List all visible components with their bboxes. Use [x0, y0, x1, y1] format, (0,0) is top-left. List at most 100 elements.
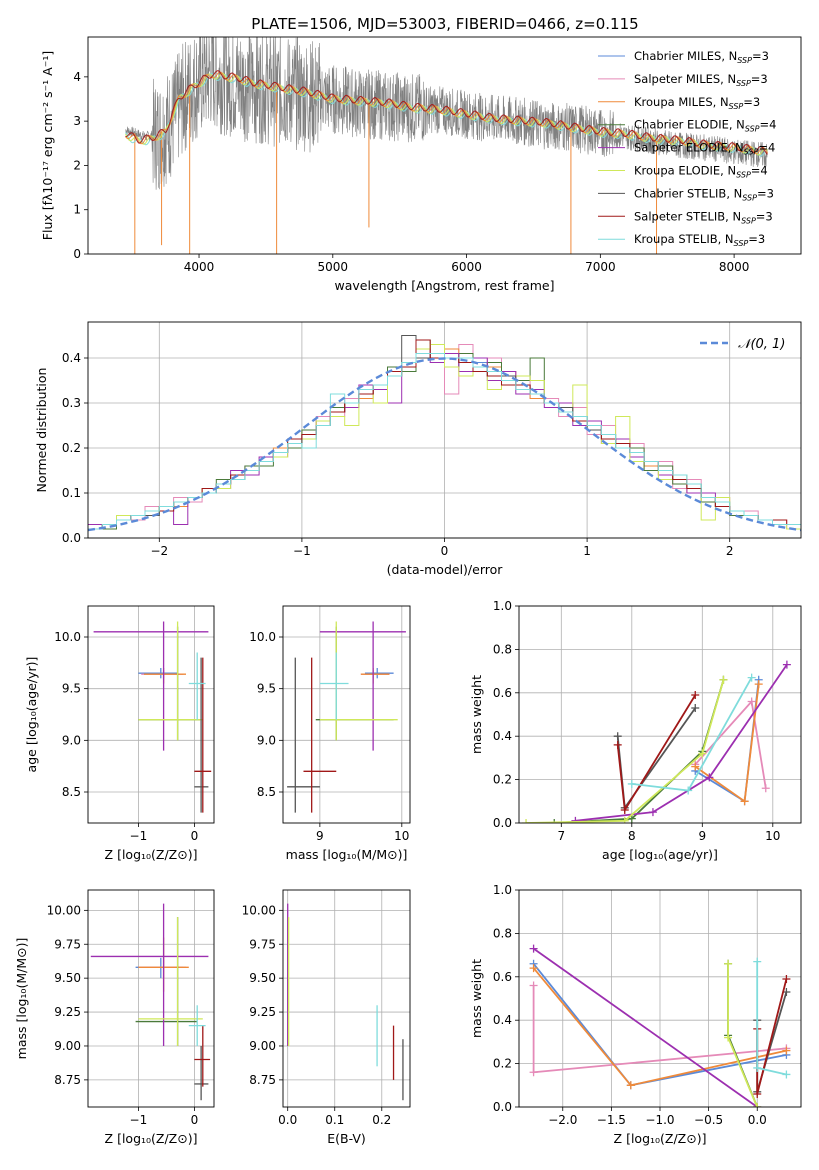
- mass-weight-marker: [691, 762, 700, 771]
- legend-label-tail: =3: [748, 232, 765, 246]
- legend-label-sub: SSP: [744, 148, 759, 157]
- y-tick-label: 3: [73, 114, 81, 128]
- panel-residuals: −2 −1 0 1 2 0.0 0.1 0.2 0.3 0.4 (data-model)/error…: [34, 321, 802, 577]
- x-tick-label: 7: [557, 829, 565, 843]
- x-tick-label: −1.5: [597, 1113, 626, 1127]
- legend-label-tail: =3: [752, 49, 769, 63]
- mass-weight-marker: [691, 703, 700, 712]
- mass-weight-line: [575, 664, 788, 822]
- age-vs-mass-plot-area: [287, 621, 406, 813]
- mass-weight-marker: [753, 1089, 762, 1098]
- legend-label: Chabrier MILES, NSSP=3: [634, 49, 769, 65]
- y-tick-label: 9.50: [249, 971, 276, 985]
- legend-label-tail: =3: [743, 95, 760, 109]
- gaussian-curve: [88, 357, 801, 532]
- mass-weight-marker: [782, 1070, 791, 1079]
- plot-frame: [282, 889, 411, 1108]
- legend-label-sub: SSP: [745, 125, 760, 134]
- plot-frame: [518, 889, 802, 1108]
- legend-label-main: Chabrier ELODIE, N: [634, 118, 745, 132]
- legend-label-main: Chabrier STELIB, N: [634, 186, 742, 200]
- x-tick-label: 0: [441, 544, 449, 558]
- mass-weight-marker: [626, 1081, 635, 1090]
- mass-weight-marker: [529, 944, 538, 953]
- mass-weight-marker: [719, 675, 728, 684]
- mass-weight-marker: [613, 740, 622, 749]
- y-tick-label: 0.1: [62, 486, 81, 500]
- legend-label: Kroupa MILES, NSSP=3: [634, 95, 760, 111]
- mass-weight-marker: [705, 773, 714, 782]
- mass-weight-vs-Z-plot-area: [529, 944, 791, 1107]
- x-axis-label: E(B-V): [327, 1131, 366, 1146]
- mass-weight-marker: [740, 797, 749, 806]
- panel-age-vs-mass: 9 10 8.5 9.0 9.5 10.0 mass [log₁₀(M/M⊙)]: [249, 605, 411, 862]
- residuals-plot-area: [88, 335, 801, 532]
- legend-label-main: Kroupa STELIB, N: [634, 232, 734, 246]
- mass-weight-marker: [620, 805, 629, 814]
- mass-weight-marker: [761, 784, 770, 793]
- spectrum-model-line: [125, 70, 768, 155]
- legend-label-sub: SSP: [736, 171, 751, 180]
- y-tick-label: 4: [73, 70, 81, 84]
- legend-label: Chabrier ELODIE, NSSP=4: [634, 118, 776, 134]
- x-tick-label: −1.0: [645, 1113, 674, 1127]
- y-tick-label: 0.2: [493, 1057, 512, 1071]
- legend-label-main: Salpeter ELODIE, N: [634, 141, 744, 155]
- y-tick-label: 8.5: [62, 785, 81, 799]
- y-axis-label: age [log₁₀(age/yr)]: [24, 657, 39, 773]
- y-tick-label: 9.25: [249, 1005, 276, 1019]
- x-axis-label: Z [log₁₀(Z/Z⊙)]: [105, 847, 198, 862]
- x-tick-label: 0.2: [372, 1113, 391, 1127]
- mass-weight-line: [727, 963, 759, 1107]
- mass-weight-vs-age-plot-area: [522, 660, 791, 823]
- x-tick-label: 8000: [719, 260, 750, 274]
- panel-mass-vs-Z: −1 0 8.75 9.00 9.25 9.50 9.75 10.00 Z [log₁₀(Z/Z…: [14, 889, 215, 1146]
- mass-weight-marker: [753, 1063, 762, 1072]
- x-tick-label: 9: [316, 829, 324, 843]
- legend-label-sub: SSP: [737, 56, 752, 65]
- x-tick-label: −0.5: [694, 1113, 723, 1127]
- mass-weight-marker: [747, 697, 756, 706]
- x-tick-label: 2: [726, 544, 734, 558]
- legend-label: Chabrier STELIB, NSSP=3: [634, 186, 774, 202]
- panel-mass-weight-vs-age: 7 8 9 10 0.0 0.2 0.4 0.6 0.8 1.0 age [log₁₀(age/yr…: [469, 599, 802, 862]
- legend-label-tail: =4: [758, 141, 775, 155]
- chart-title: PLATE=1506, MJD=53003, FIBERID=0466, z=0…: [251, 15, 638, 33]
- y-tick-label: 0.8: [493, 642, 512, 656]
- x-tick-label: 9: [698, 829, 706, 843]
- y-tick-label: 0.8: [493, 926, 512, 940]
- mass-weight-marker: [754, 680, 763, 689]
- legend-label-tail: =3: [757, 186, 774, 200]
- mass-weight-marker: [529, 964, 538, 973]
- mass-weight-marker: [753, 957, 762, 966]
- mass-weight-marker: [620, 816, 629, 823]
- y-tick-label: 9.00: [54, 1039, 81, 1053]
- plot-frame: [87, 36, 802, 255]
- legend-label: Salpeter ELODIE, NSSP=4: [634, 141, 775, 157]
- y-tick-label: 10.00: [47, 903, 81, 917]
- legend-label-tail: =3: [751, 72, 768, 86]
- legend-label-sub: SSP: [734, 239, 749, 248]
- y-tick-label: 10.0: [54, 630, 81, 644]
- x-tick-label: −2.0: [548, 1113, 577, 1127]
- mass-weight-marker: [550, 819, 559, 823]
- mass-weight-line: [554, 679, 725, 823]
- y-tick-label: 9.50: [54, 971, 81, 985]
- mass-weight-line: [727, 963, 759, 1107]
- y-tick-label: 0.0: [62, 531, 81, 545]
- mass-weight-marker: [724, 959, 733, 968]
- y-tick-label: 8.75: [54, 1073, 81, 1087]
- mass-weight-marker: [627, 779, 636, 788]
- x-tick-label: 0: [191, 1113, 199, 1127]
- mass-weight-marker: [648, 808, 657, 817]
- x-tick-label: 1: [583, 544, 591, 558]
- mass-weight-marker: [571, 816, 580, 823]
- mass-weight-marker: [724, 1033, 733, 1042]
- mass-weight-line: [756, 978, 788, 1095]
- y-tick-label: 0.4: [493, 729, 512, 743]
- legend-label-sub: SSP: [742, 193, 757, 202]
- gaussian-legend-label: 𝒩(0, 1): [738, 337, 785, 352]
- y-tick-label: 0.3: [62, 396, 81, 410]
- mass-vs-Z-plot-area: [90, 903, 211, 1101]
